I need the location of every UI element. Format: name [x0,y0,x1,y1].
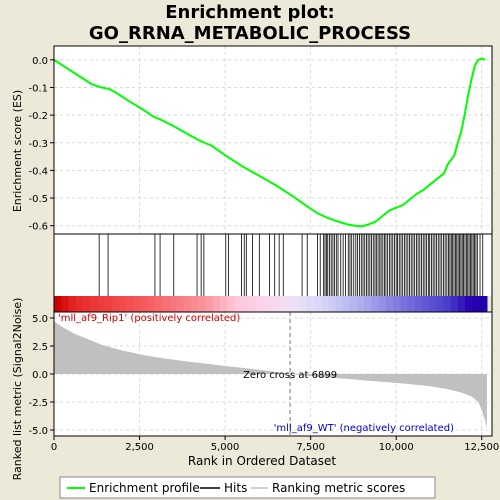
x-axis-tick-label: 5,000 [211,442,240,453]
rank-colorbar-segment [277,296,286,312]
rank-colorbar-segment [364,296,373,312]
rank-colorbar-segment [205,296,214,312]
rank-colorbar-segment [263,296,272,312]
rank-colorbar-segment [68,296,77,312]
metric-frame [53,311,493,437]
rank-colorbar-segment [357,296,365,312]
metric-ytick-label: -2.5 [28,398,48,409]
rank-colorbar-segment [82,296,91,312]
rank-colorbar-segment [191,296,199,312]
x-axis-tick-label: 7,500 [296,442,325,453]
rank-colorbar-segment [313,296,322,312]
es-panel: 0.0 -0.1 -0.2 -0.3 -0.4 -0.5 -0.6 [28,45,493,235]
rank-colorbar-segment [241,296,250,312]
enrichment-profile-line [53,57,486,228]
rank-colorbar-segment [378,296,387,312]
rank-colorbar-segment [306,296,315,312]
es-ytick-label: -0.2 [28,111,48,122]
legend-hits-label: Hits [224,481,247,495]
rank-colorbar-segment [320,296,329,312]
rank-colorbar-segment [104,296,113,312]
rank-colorbar-segment [176,296,185,312]
es-ytick-label: 0.0 [32,56,48,67]
x-axis-tick-label: 12,500 [464,442,499,453]
rank-colorbar-segment [270,296,279,312]
rank-colorbar-segment [479,296,488,312]
rank-colorbar-segment [458,296,466,312]
rank-colorbar-segment [400,296,409,312]
hits-area [54,234,492,296]
x-axis-tick-label: 2,500 [125,442,154,453]
rank-colorbar-segment [349,296,358,312]
rank-colorbar-segment [450,296,459,312]
rank-colorbar-segment [472,296,481,312]
rank-colorbar-segment [292,296,300,312]
rank-colorbar-segment [133,296,142,312]
rank-colorbar-segment [155,296,163,312]
metric-panel: Zero cross at 6899 'mll_af9_Rip1' (positi… [28,311,499,453]
rank-colorbar-segment [97,296,106,312]
rank-colorbar-segment [407,296,416,312]
es-plot-area [54,46,492,234]
rank-colorbar-segment [219,296,228,312]
legend-profile-label: Enrichment profile [89,481,200,495]
metric-axis-label: Ranked list metric (Signal2Noise) [11,298,24,481]
rank-colorbar-segment [227,296,235,312]
metric-ytick-label: 5.0 [32,314,48,325]
rank-colorbar-segment [443,296,452,312]
metric-ytick-label: 2.5 [32,342,48,353]
rank-colorbar-segment [414,296,423,312]
metric-ytick-label: -5.0 [28,426,48,437]
rank-colorbar-segment [147,296,156,312]
rank-colorbar-segment [111,296,120,312]
ranking-metric-area [54,321,487,429]
rank-colorbar-segment [421,296,430,312]
es-ytick-label: -0.5 [28,194,48,205]
rank-colorbar-segment [284,296,293,312]
rank-colorbar-segment [465,296,474,312]
legend-metric-label: Ranking metric scores [272,481,405,495]
rank-colorbar-segment [140,296,149,312]
rank-colorbar-segment [162,296,171,312]
rank-colorbar-segment [429,296,437,312]
x-axis-label: Rank in Ordered Dataset [188,454,336,468]
x-axis-tick-label: 0 [51,442,57,453]
es-ytick-label: -0.1 [28,83,48,94]
rank-colorbar-segment [393,296,401,312]
rank-colorbar-segment [256,296,264,312]
rank-colorbar-segment [118,296,127,312]
metric-ytick-label: 0.0 [32,370,48,381]
rank-colorbar-segment [371,296,380,312]
rank-colorbar-segment [126,296,134,312]
chart-title-line2: GO_RRNA_METABOLIC_PROCESS [89,23,411,44]
legend: Enrichment profile Hits Ranking metric s… [59,476,436,499]
rank-colorbar-segment [234,296,243,312]
rank-colorbar-segment [342,296,351,312]
rank-colorbar-segment [335,296,344,312]
es-ytick-label: -0.4 [28,166,48,177]
zero-cross-label: Zero cross at 6899 [243,370,337,381]
hits-panel [53,233,493,313]
rank-colorbar-segment [183,296,192,312]
rank-colorbar-segment [299,296,308,312]
rank-colorbar-segment [90,296,98,312]
rank-colorbar-segment [75,296,84,312]
rank-colorbar-segment [385,296,394,312]
rank-colorbar-segment [328,296,336,312]
es-ytick-label: -0.3 [28,139,48,150]
rank-colorbar-segment [61,296,70,312]
rank-colorbar-segment [436,296,445,312]
rank-colorbar-segment [198,296,207,312]
x-axis-tick-label: 10,000 [379,442,414,453]
rank-colorbar-segment [169,296,178,312]
rank-colorbar-segment [212,296,221,312]
rank-colorbar-segment [248,296,257,312]
chart-title-line1: Enrichment plot: [165,2,335,23]
rank-colorbar-segment [54,296,62,312]
positive-correlation-label: 'mll_af9_Rip1' (positively correlated) [58,313,240,324]
negative-correlation-label: 'mll_af9_WT' (negatively correlated) [274,423,454,434]
es-axis-label: Enrichment score (ES) [11,90,24,212]
es-ytick-label: -0.6 [28,222,48,233]
